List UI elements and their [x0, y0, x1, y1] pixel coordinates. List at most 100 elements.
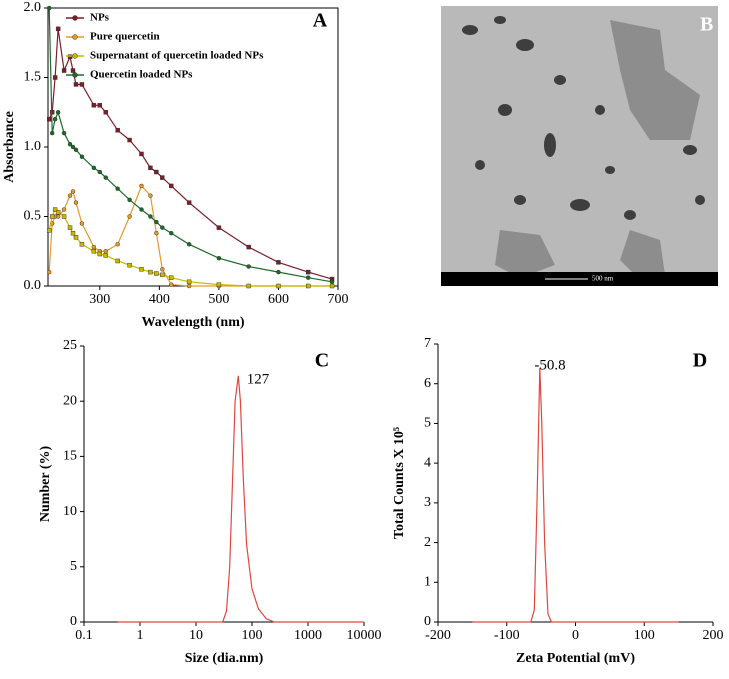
marker — [67, 225, 73, 230]
x-tick-label: 700 — [328, 292, 349, 307]
marker — [52, 75, 58, 80]
marker — [148, 193, 153, 198]
marker — [103, 110, 108, 115]
marker — [186, 283, 192, 289]
annotation: 127 — [247, 371, 270, 387]
aggregate — [610, 20, 700, 140]
marker — [55, 210, 61, 215]
y-axis-label: Number (%) — [38, 445, 53, 522]
marker — [306, 269, 311, 275]
micrograph — [441, 6, 718, 286]
marker — [246, 244, 251, 250]
legend-marker — [72, 72, 78, 78]
marker — [52, 207, 58, 212]
marker — [115, 186, 120, 191]
marker — [329, 283, 335, 289]
aggregate — [495, 230, 555, 278]
y-tick-label: 0.0 — [24, 278, 42, 293]
marker — [115, 258, 120, 264]
marker — [148, 214, 153, 219]
marker — [79, 154, 85, 159]
marker — [306, 275, 311, 280]
y-tick-label: 1 — [424, 575, 431, 590]
y-tick-label: 0 — [424, 614, 431, 629]
x-tick-label: 300 — [89, 292, 110, 307]
marker — [103, 253, 108, 258]
marker — [46, 269, 52, 275]
marker — [97, 169, 103, 175]
marker — [160, 175, 165, 180]
legend-marker — [72, 34, 78, 40]
marker — [55, 214, 61, 219]
x-tick-label: 100 — [634, 628, 655, 643]
x-tick-label: 600 — [268, 292, 289, 307]
legend-label: Pure quercetin — [90, 31, 160, 43]
marker — [61, 207, 67, 212]
marker — [97, 103, 103, 108]
marker — [91, 165, 97, 171]
marker — [70, 230, 76, 236]
marker — [169, 230, 174, 236]
plot-frame — [438, 344, 713, 622]
marker — [246, 283, 251, 289]
marker — [139, 207, 144, 212]
marker — [169, 183, 174, 189]
marker — [306, 283, 311, 289]
annotation: -50.8 — [534, 357, 565, 373]
series-line — [117, 375, 364, 623]
y-axis-label: Absorbance — [2, 111, 17, 183]
y-tick-label: 10 — [63, 504, 77, 519]
x-tick-label: 10000 — [347, 628, 382, 643]
marker — [329, 279, 335, 285]
scale-label: 500 nm — [592, 275, 614, 283]
marker — [169, 275, 174, 280]
x-tick-label: 100 — [242, 628, 263, 643]
marker — [97, 251, 103, 257]
x-tick-label: 200 — [703, 628, 724, 643]
panel-label: D — [693, 350, 707, 372]
marker — [216, 225, 222, 230]
marker — [115, 128, 120, 133]
marker — [55, 110, 61, 115]
x-tick-label: 400 — [149, 292, 170, 307]
y-tick-label: 0 — [70, 614, 77, 629]
marker — [70, 144, 76, 150]
x-axis-label: Size (dia.nm) — [185, 651, 264, 666]
marker — [276, 260, 281, 265]
marker — [73, 147, 79, 152]
marker — [127, 262, 132, 268]
marker — [103, 249, 108, 254]
marker — [91, 103, 97, 108]
y-tick-label: 1.0 — [24, 139, 42, 154]
marker — [127, 197, 132, 203]
marker — [61, 68, 67, 73]
marker — [67, 193, 73, 198]
marker — [276, 269, 281, 275]
y-tick-label: 3 — [424, 495, 431, 510]
y-tick-label: 2 — [424, 535, 431, 550]
y-tick-label: 7 — [424, 336, 431, 351]
marker — [103, 175, 108, 180]
panel-label: B — [700, 14, 713, 36]
marker — [115, 242, 120, 247]
y-tick-label: 15 — [63, 449, 77, 464]
marker — [139, 267, 144, 272]
x-tick-label: 1000 — [294, 628, 322, 643]
x-tick-label: -100 — [494, 628, 520, 643]
x-tick-label: 500 — [208, 292, 229, 307]
marker — [73, 200, 79, 205]
y-tick-label: 4 — [424, 455, 431, 470]
marker — [49, 214, 55, 219]
plot-frame — [84, 346, 364, 622]
marker — [127, 214, 132, 219]
marker — [154, 219, 159, 225]
marker — [148, 269, 153, 275]
marker — [276, 283, 281, 289]
marker — [70, 189, 76, 194]
x-tick-label: 0 — [572, 628, 579, 643]
marker — [216, 282, 222, 287]
marker — [46, 228, 52, 233]
legend-label: Supernatant of quercetin loaded NPs — [90, 50, 264, 62]
marker — [67, 142, 73, 147]
